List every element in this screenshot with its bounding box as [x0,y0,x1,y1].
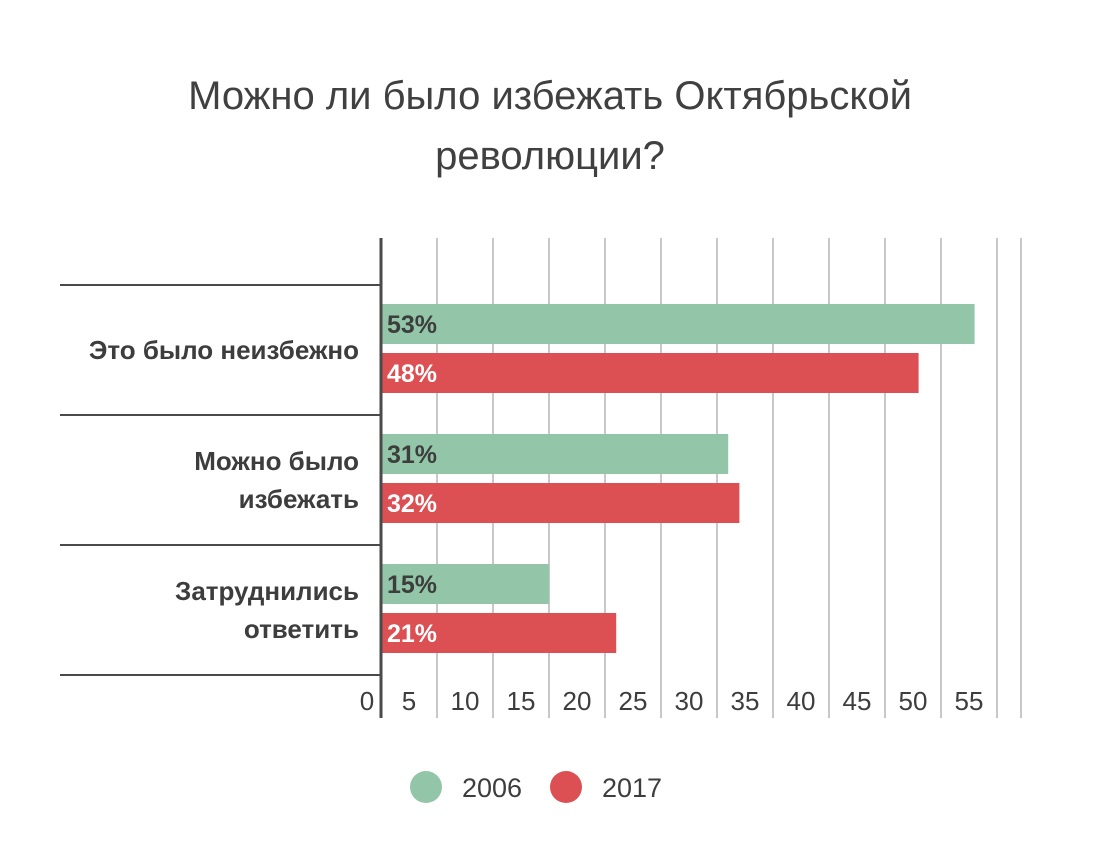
category-labels: Это было неизбежно Можно было избежать Затр… [89,335,359,644]
category-label-line: Можно было [194,446,359,476]
legend-label: 2017 [602,773,662,803]
x-tick-label: 45 [843,686,872,716]
data-label: 15% [387,571,437,599]
data-label: 53% [387,311,437,339]
legend-marker-2017 [550,771,582,803]
chart-title-line-1: Можно ли было избежать Октябрьской [188,74,912,118]
bars [381,304,975,653]
x-tick-label: 30 [675,686,704,716]
bar-2006 [381,434,729,474]
chart-title-line-2: революции? [435,134,665,178]
category-separators [60,284,381,676]
bar-2017 [381,353,919,393]
x-tick-label: 5 [402,686,416,716]
category-label-line: ответить [244,614,359,644]
data-label: 48% [387,360,437,388]
category-label-line: Это было неизбежно [89,335,359,365]
category-label-line: избежать [239,484,359,514]
data-label: 31% [387,441,437,469]
data-label: 21% [387,620,437,648]
x-tick-label: 50 [899,686,928,716]
data-labels: 53% 31% 15% 48% 32% 21% [387,311,437,648]
bar-2006 [381,304,975,344]
x-tick-label: 20 [563,686,592,716]
category-label: Затруднились ответить [175,576,359,644]
x-tick-label: 10 [451,686,480,716]
category-label: Это было неизбежно [89,335,359,365]
legend: 2006 2017 [410,771,662,803]
x-tick-label: 0 [360,686,374,716]
data-label: 32% [387,490,437,518]
x-axis-tick-labels: 0 5 10 15 20 25 30 35 40 45 50 55 [360,686,984,716]
bar-2017 [381,483,740,523]
x-tick-label: 15 [507,686,536,716]
category-label: Можно было избежать [194,446,359,514]
x-tick-label: 55 [955,686,984,716]
x-tick-label: 25 [619,686,648,716]
x-tick-label: 35 [731,686,760,716]
bar-2017 [381,613,617,653]
chart-title: Можно ли было избежать Октябрьской револ… [0,66,1100,186]
legend-marker-2006 [410,771,442,803]
legend-label: 2006 [462,773,522,803]
bar-2006 [381,564,549,604]
category-label-line: Затруднились [175,576,359,606]
x-tick-label: 40 [787,686,816,716]
